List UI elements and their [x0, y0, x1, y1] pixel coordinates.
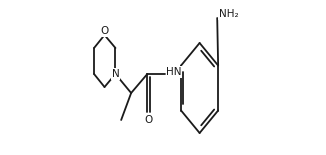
Text: NH₂: NH₂ — [219, 9, 238, 19]
Text: O: O — [145, 115, 153, 125]
Text: O: O — [100, 26, 109, 36]
Text: N: N — [111, 69, 119, 79]
Text: HN: HN — [166, 67, 182, 77]
